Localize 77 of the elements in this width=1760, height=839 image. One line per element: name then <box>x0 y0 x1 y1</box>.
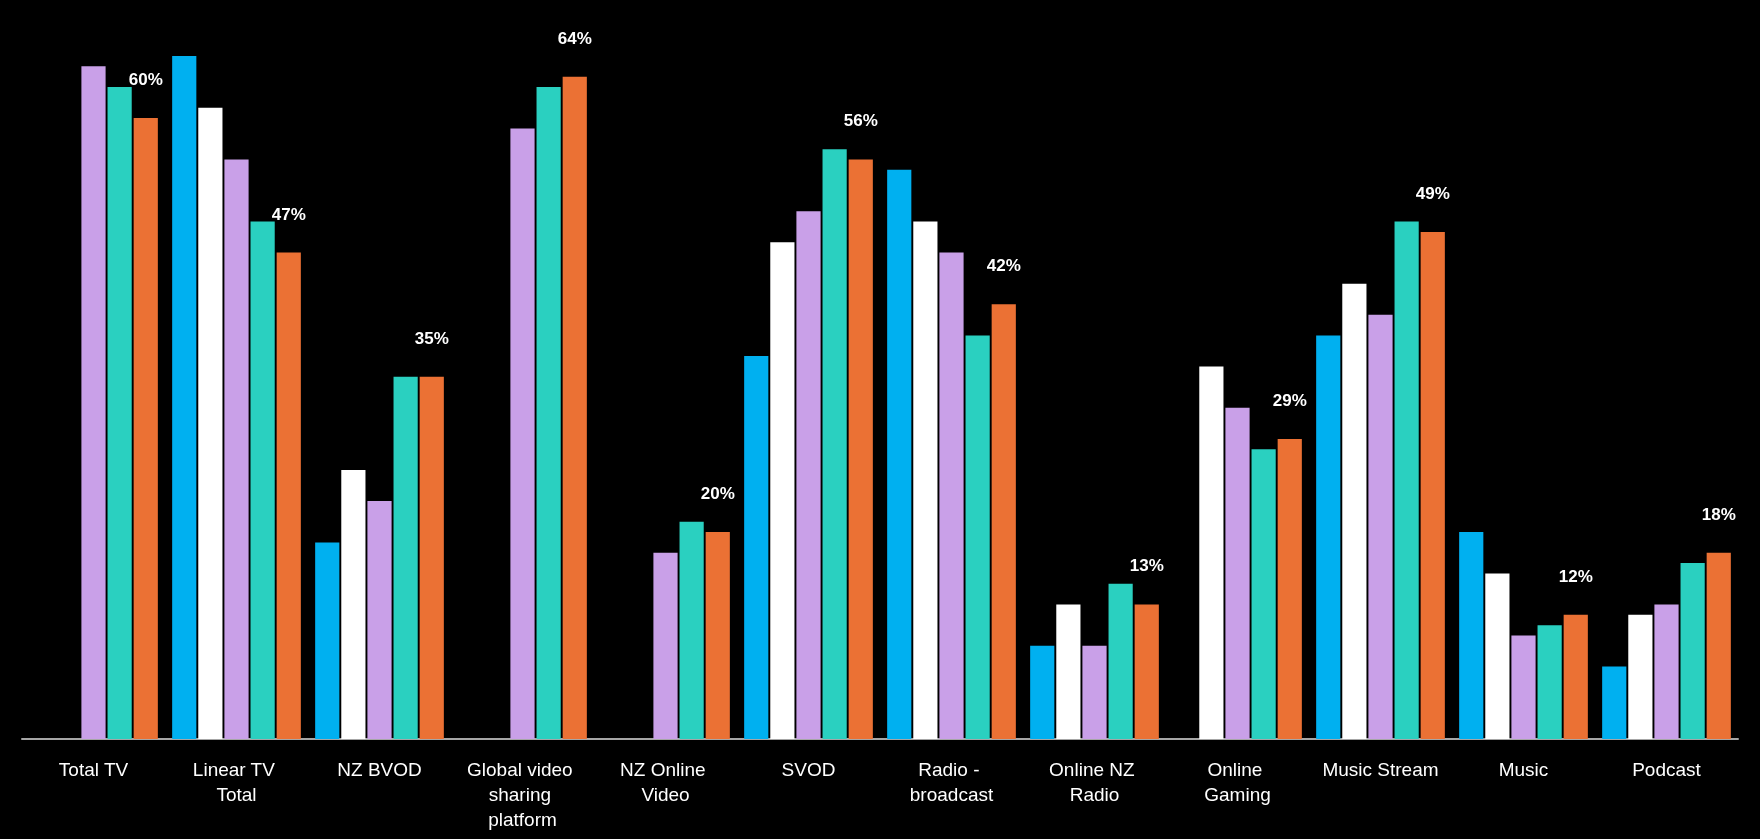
bar <box>1316 335 1341 739</box>
bar <box>276 252 301 739</box>
bar <box>107 87 132 739</box>
bar <box>1056 604 1081 739</box>
bar <box>367 500 392 739</box>
bar <box>1459 532 1484 739</box>
data-label: 56% <box>843 111 878 131</box>
bar <box>913 221 938 739</box>
bar <box>848 159 873 739</box>
bar <box>1680 563 1705 739</box>
bar <box>1628 614 1653 739</box>
data-label: 35% <box>414 328 449 348</box>
data-label: 18% <box>1701 504 1736 524</box>
bar <box>1199 366 1224 739</box>
x-tick-label: Online Gaming <box>1204 759 1271 805</box>
bar <box>1342 283 1367 739</box>
data-label: 64% <box>557 28 592 48</box>
x-tick-label: Linear TV Total <box>192 759 281 805</box>
data-label: 29% <box>1272 390 1307 410</box>
bar <box>198 107 223 739</box>
bar <box>1030 645 1055 739</box>
data-label: 13% <box>1129 556 1164 576</box>
bar <box>887 169 912 739</box>
bar <box>1134 604 1159 739</box>
bar <box>250 221 275 739</box>
data-label: 12% <box>1558 566 1593 586</box>
x-tick-label: Music Stream <box>1322 759 1439 780</box>
x-tick-label: Global video sharing platform <box>467 759 578 830</box>
bar <box>1394 221 1419 739</box>
bar <box>1654 604 1679 739</box>
bar <box>1225 407 1250 739</box>
bar <box>315 542 340 739</box>
bar <box>1420 231 1445 739</box>
bar <box>1706 552 1731 739</box>
bar <box>770 242 795 739</box>
bar <box>679 521 704 739</box>
bar <box>822 149 847 739</box>
data-label: 60% <box>128 70 163 90</box>
x-tick-label: SVOD <box>781 759 836 780</box>
x-tick-label: Music <box>1498 759 1549 780</box>
data-label: 20% <box>700 484 735 504</box>
x-tick-label: Podcast <box>1632 759 1702 780</box>
bar <box>81 66 106 739</box>
bar <box>1563 614 1588 739</box>
bar <box>1537 625 1562 739</box>
bar <box>172 56 197 739</box>
bar <box>965 335 990 739</box>
bar <box>991 304 1016 739</box>
bar <box>1277 438 1302 739</box>
bar <box>1251 449 1276 739</box>
bar <box>1082 645 1107 739</box>
bar <box>1108 583 1133 739</box>
bar <box>536 87 561 739</box>
x-tick-label: Total TV <box>58 759 129 780</box>
x-tick-label: Online NZ Radio <box>1049 759 1140 805</box>
x-tick-label: Radio - broadcast <box>909 759 994 805</box>
bar <box>796 211 821 739</box>
data-label: 47% <box>271 204 306 224</box>
bar <box>393 376 418 739</box>
bar <box>939 252 964 739</box>
bar <box>744 356 769 739</box>
bar <box>510 128 535 739</box>
bar <box>1511 635 1536 739</box>
x-tick-label: NZ Online Video <box>620 759 711 805</box>
bar <box>705 532 730 739</box>
bar <box>224 159 249 739</box>
bar <box>1602 666 1627 739</box>
bar <box>133 118 158 739</box>
bar <box>562 76 587 739</box>
bar <box>1485 573 1510 739</box>
data-label: 49% <box>1415 183 1450 203</box>
bar <box>1368 314 1393 739</box>
bar <box>419 376 444 739</box>
x-tick-label: NZ BVOD <box>337 759 422 780</box>
data-label: 42% <box>986 256 1021 276</box>
bar <box>341 469 366 739</box>
bar <box>653 552 678 739</box>
